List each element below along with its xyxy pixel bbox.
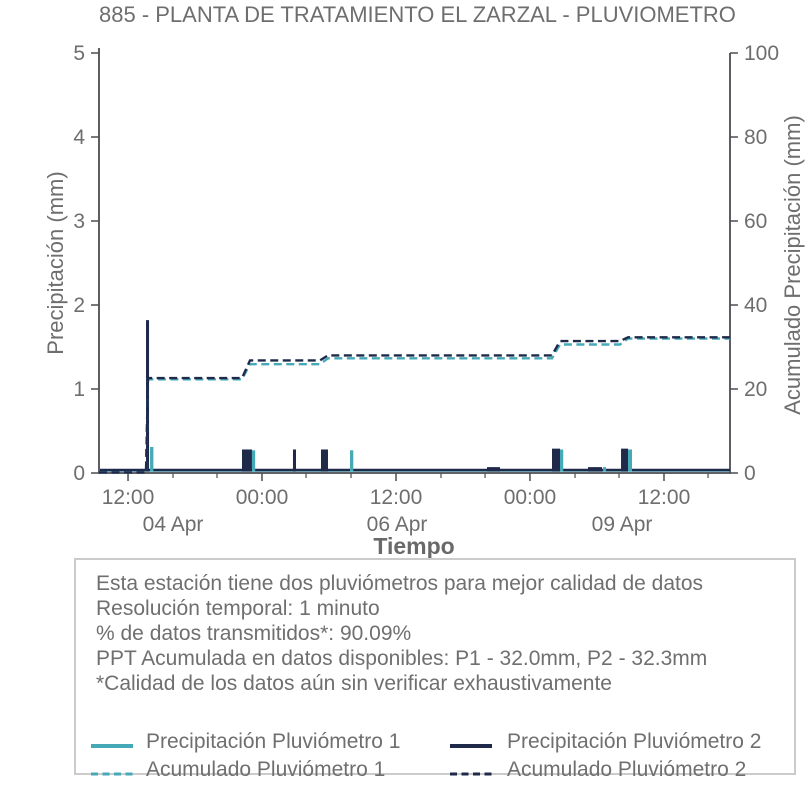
y-right-tick-label: 60 [744,210,767,233]
info-line-quality: *Calidad de los datos aún sin verificar … [96,672,612,695]
precip-spike-p1 [251,450,256,472]
acumulado-line-p1 [99,337,730,474]
x-axis-label: Tiempo [373,533,455,559]
y-left-tick-label: 4 [73,126,85,149]
axis-spines [98,48,731,474]
legend-label-precip-p1: Precipitación Pluviómetro 1 [146,730,401,753]
precip-spike-p1 [150,446,154,472]
precip-spike-p2 [320,449,328,472]
y-axis-label-left: Precipitación (mm) [43,171,68,355]
legend-label-acum-p2: Acumulado Pluviómetro 2 [507,758,747,781]
legend-swatch-line [450,772,492,776]
y-left-tick-label: 0 [73,462,85,485]
legend-swatch-line [91,772,133,776]
precip-spike-p1 [603,467,607,472]
legend-swatch-line [91,744,133,748]
y-right-tick-label: 20 [744,378,767,401]
info-line-accumulated: PPT Acumulada en datos disponibles: P1 -… [96,647,708,670]
precip-spike-p2 [621,448,629,472]
y-left-tick-label: 1 [73,378,85,401]
precip-spike-p2 [292,449,296,472]
info-line-resolution: Resolución temporal: 1 minuto [96,597,380,620]
x-date-label: 06 Apr [367,513,428,536]
precip-spike-p1 [628,449,633,472]
precipitation-chart: 0 1 2 3 4 5 0 20 40 60 80 100 12:00 00:00 12:00 00:00 12… [73,42,779,536]
station-info-box: Esta estación tiene dos pluviómetros par… [74,558,796,775]
y-axis-label-right: Acumulado Precipitación (mm) [780,115,805,415]
info-line-station: Esta estación tiene dos pluviómetros par… [96,572,704,595]
precip-spike-p2 [241,449,252,472]
precip-spike-p2 [551,448,561,472]
legend-line-precip-p2-icon [450,737,492,748]
x-time-tick-label: 00:00 [236,486,289,509]
legend-swatch-line [450,744,492,748]
x-time-tick-label: 12:00 [638,486,691,509]
x-date-label: 09 Apr [592,513,653,536]
precip-spike-p2 [146,320,150,472]
legend-line-acum-p2-icon [450,765,492,776]
y-left-tick-label: 5 [73,42,85,65]
station-info-text: Esta estación tiene dos pluviómetros par… [96,571,707,696]
precip-spike-p2 [487,467,501,472]
precip-spike-p2 [588,467,603,472]
legend-line-precip-p1-icon [91,737,133,748]
legend-line-acum-p1-icon [91,765,133,776]
x-time-tick-label: 12:00 [370,486,423,509]
x-date-label: 04 Apr [143,513,204,536]
acumulado-line-p2 [99,336,730,474]
legend-label-precip-p2: Precipitación Pluviómetro 2 [507,730,762,753]
y-right-tick-label: 0 [744,462,756,485]
precip-spike-p1 [560,449,564,472]
legend-label-acum-p1: Acumulado Pluviómetro 1 [146,758,386,781]
x-time-tick-label: 00:00 [504,486,557,509]
precip-spike-p1 [350,450,354,472]
y-left-tick-label: 3 [73,210,85,233]
y-right-tick-label: 80 [744,126,767,149]
info-line-transmitted: % de datos transmitidos*: 90.09% [96,622,412,645]
y-right-tick-label: 40 [744,294,767,317]
chart-title: 885 - PLANTA DE TRATAMIENTO EL ZARZAL - … [99,2,736,27]
y-left-tick-label: 2 [73,294,85,317]
y-right-tick-label: 100 [744,42,779,65]
x-time-tick-label: 12:00 [102,486,155,509]
